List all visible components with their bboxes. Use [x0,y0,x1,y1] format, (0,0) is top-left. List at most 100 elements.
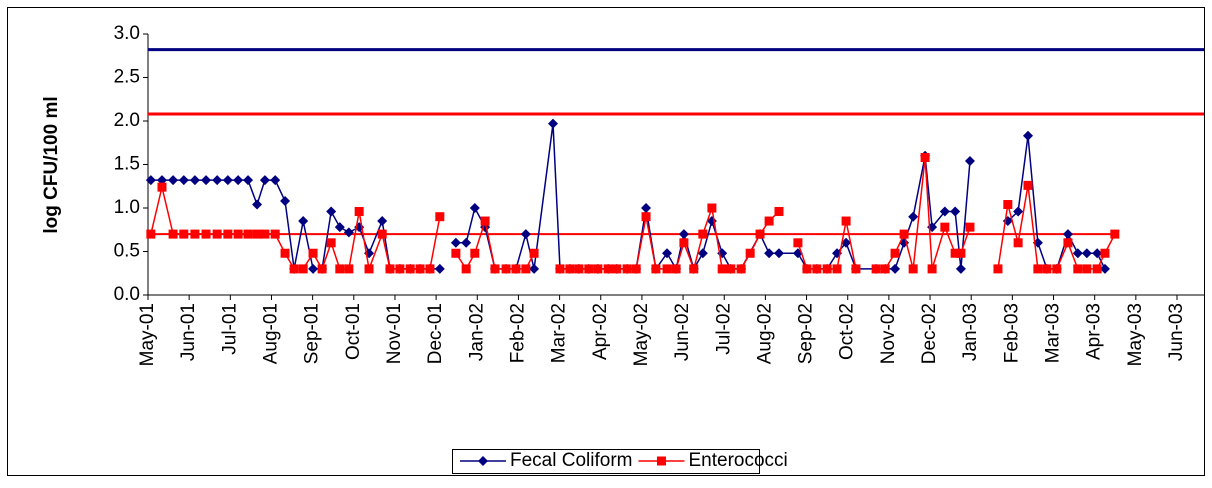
data-point [233,175,244,186]
x-tick-label: Oct-02 [837,303,858,360]
data-point [1099,263,1110,274]
data-point [212,229,222,239]
x-tick-label: Jul-02 [713,303,734,355]
data-point [679,238,689,248]
data-point [920,153,930,163]
x-tick-label: May-01 [137,303,158,366]
data-point [736,264,746,274]
data-point [201,229,211,239]
data-point [1042,264,1052,274]
data-point [555,264,565,274]
data-point [1081,248,1092,259]
data-point [755,229,765,239]
x-tick-label: Apr-02 [590,303,611,360]
data-point [270,229,280,239]
data-point [1023,180,1033,190]
data-point [812,264,822,274]
data-point [501,264,511,274]
data-point [289,264,299,274]
data-point [511,264,521,274]
data-point [880,264,890,274]
data-point [1082,264,1092,274]
data-point [317,264,327,274]
data-point [641,203,652,213]
data-point [308,248,318,258]
data-point [223,229,233,239]
data-point [593,264,603,274]
data-point [622,264,632,274]
data-point [678,229,689,240]
data-point [298,216,309,227]
data-point [344,264,354,274]
data-point [469,203,480,213]
data-point [955,263,966,274]
legend-label: Fecal Coliform [510,450,632,471]
data-point [651,264,661,274]
data-point [461,264,471,274]
data-point [603,264,613,274]
data-point [243,229,253,239]
data-point [260,229,270,239]
data-point [764,216,774,226]
y-axis-label: log CFU/100 ml [41,96,62,233]
x-tick-label: Jun-01 [178,303,199,361]
data-point [939,206,950,217]
data-point [656,456,666,466]
data-point [1100,248,1110,258]
data-point [1052,264,1062,274]
data-point [385,264,395,274]
data-point [405,264,415,274]
x-tick-label: Jan-03 [960,303,981,361]
y-tick-label: 1.0 [114,197,140,218]
data-point [822,264,832,274]
data-point [259,175,270,186]
data-point [425,264,435,274]
data-point [774,206,784,216]
data-point [641,212,651,222]
y-tick-label: 0.0 [114,284,140,305]
x-tick-label: Sep-02 [796,303,817,364]
x-tick-label: Nov-02 [878,303,899,364]
data-point [280,248,290,258]
x-tick-label: Jul-01 [219,303,240,355]
data-point [717,264,727,274]
data-point [1073,264,1083,274]
y-tick-label: 3.0 [114,23,140,44]
data-point [698,229,708,239]
data-point [252,229,262,239]
y-tick-label: 1.5 [114,154,140,175]
data-point [270,175,281,186]
data-point [793,238,803,248]
data-point [521,264,531,274]
x-tick-label: Jun-02 [672,303,693,361]
data-point [1110,229,1120,239]
data-point [890,263,901,274]
data-point [450,237,461,248]
data-point [908,264,918,274]
x-tick-label: Nov-01 [384,303,405,364]
data-point [574,264,584,274]
data-point [334,222,345,233]
data-point [178,175,189,186]
y-tick-label: 2.5 [114,67,140,88]
data-point [965,222,975,232]
data-point [764,248,775,259]
x-tick-label: Oct-01 [343,303,364,360]
data-point [1063,238,1073,248]
data-point [1072,248,1083,259]
data-point [1033,264,1043,274]
data-point [335,264,345,274]
data-point [745,248,755,258]
data-point [201,175,212,186]
x-tick-label: Mar-02 [549,303,570,363]
data-point [841,237,852,248]
plot-area [148,34,1204,295]
data-point [726,264,736,274]
data-point [612,264,622,274]
data-point [671,264,681,274]
data-point [189,175,200,186]
data-point [890,248,900,258]
data-point [1092,248,1103,259]
y-tick-label: 2.0 [114,110,140,131]
data-point [451,248,461,258]
